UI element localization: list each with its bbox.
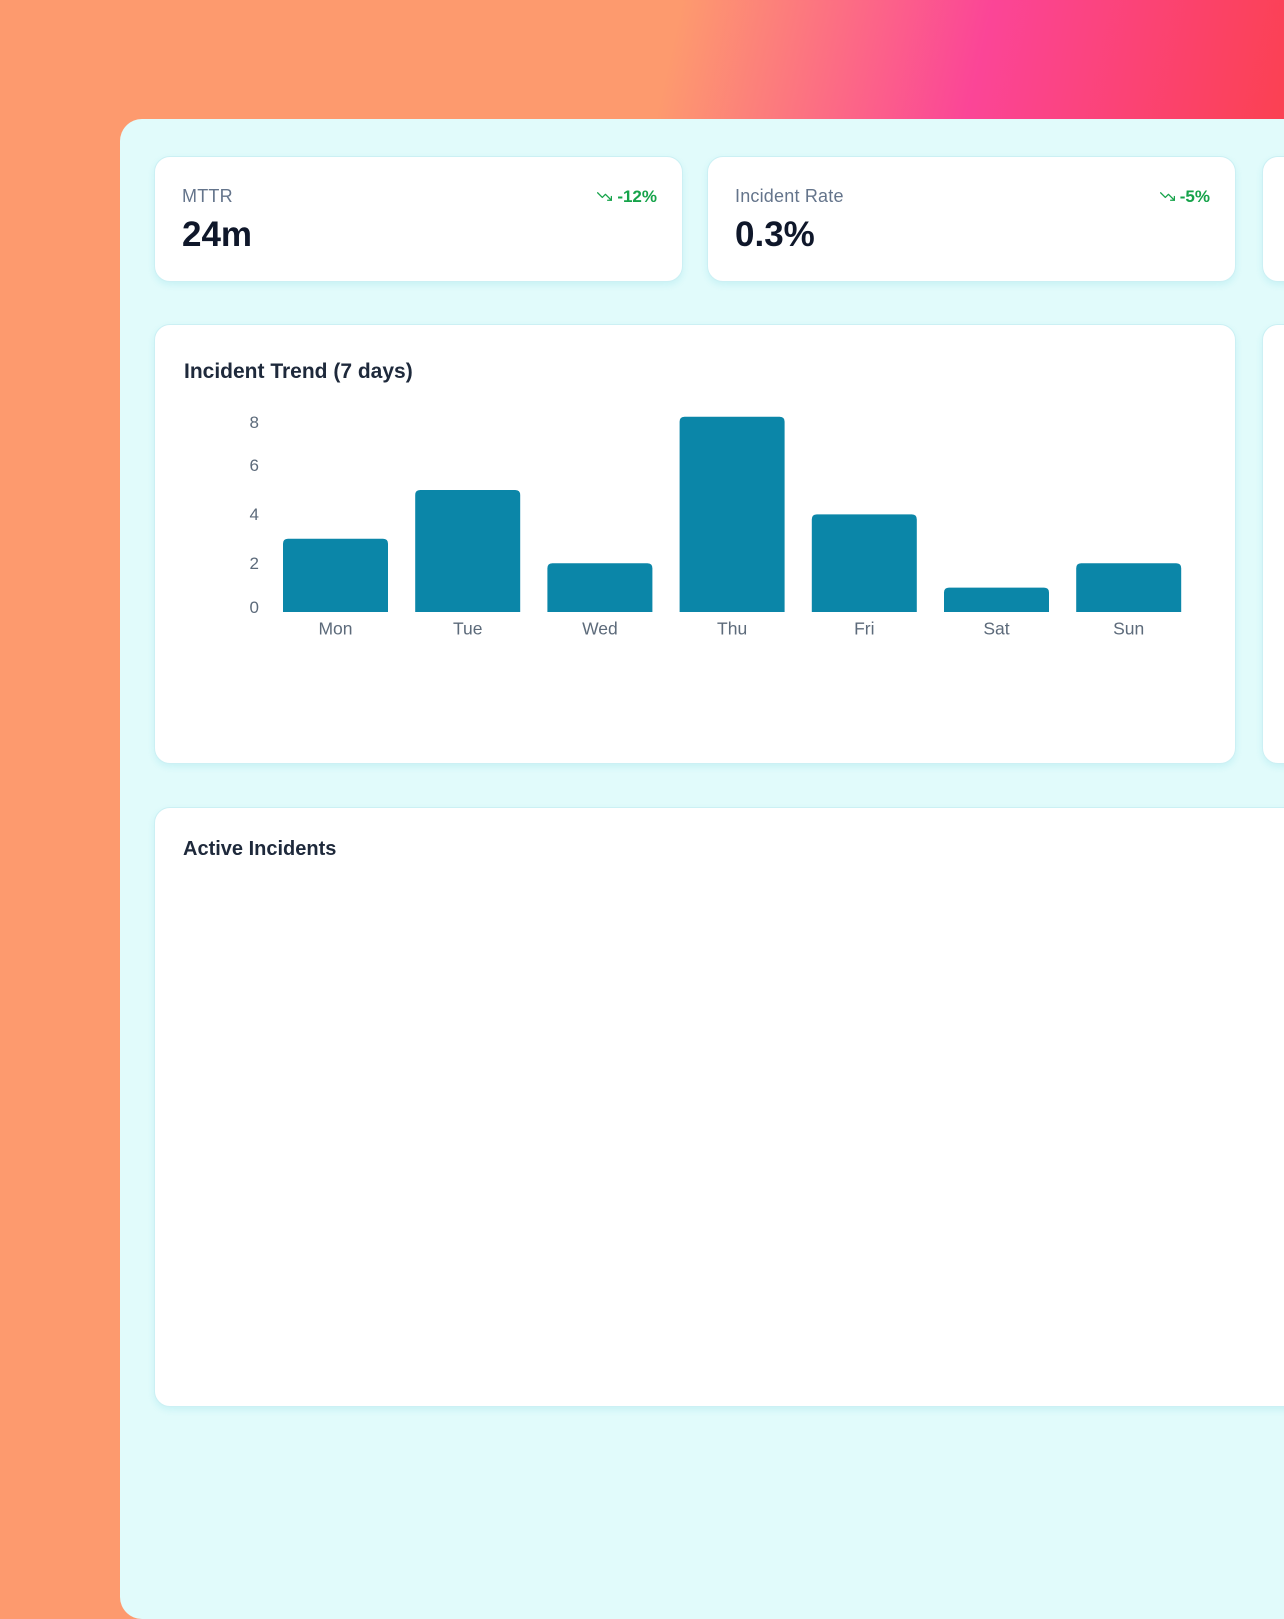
svg-text:2: 2 xyxy=(250,554,259,573)
svg-text:0: 0 xyxy=(250,598,259,617)
svg-text:4: 4 xyxy=(250,505,259,524)
svg-text:8: 8 xyxy=(250,413,259,432)
svg-text:Thu: Thu xyxy=(717,619,747,639)
svg-text:Mon: Mon xyxy=(318,619,352,639)
svg-text:Fri: Fri xyxy=(854,619,874,639)
svg-text:6: 6 xyxy=(250,456,259,475)
svg-text:Sat: Sat xyxy=(983,619,1009,639)
svg-text:Wed: Wed xyxy=(582,619,618,639)
svg-text:Sun: Sun xyxy=(1113,619,1144,639)
svg-text:Tue: Tue xyxy=(453,619,483,639)
